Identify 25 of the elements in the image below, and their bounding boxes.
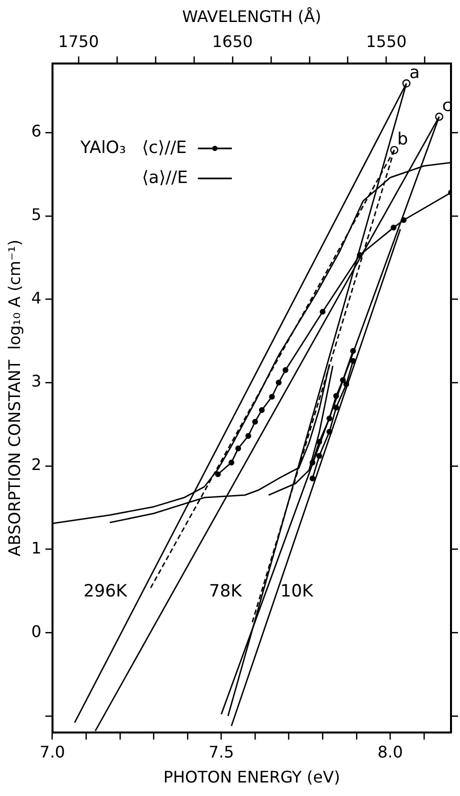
- x2-axis-title: WAVELENGTH (Å): [182, 6, 322, 26]
- legend-label: ⟨a⟩//E: [142, 168, 188, 188]
- annotation: a: [409, 62, 420, 83]
- y-axis-title: ABSORPTION CONSTANT log₁₀ A (cm⁻¹): [4, 240, 24, 556]
- x-axis-title: PHOTON ENERGY (eV): [163, 768, 340, 787]
- annotation: 10K: [280, 581, 314, 602]
- x-tick-label: 7.0: [40, 742, 66, 762]
- legend-title: YAlO₃: [79, 138, 126, 158]
- y-tick-label: 4: [31, 288, 42, 308]
- x-tick-label: 7.5: [208, 742, 234, 762]
- annotation: 296K: [83, 581, 128, 602]
- y-tick-label: 6: [31, 122, 42, 141]
- x-tick-label: 8.0: [377, 742, 403, 762]
- y-tick-label: 0: [31, 622, 42, 641]
- x2-tick-label: 1550: [366, 32, 407, 51]
- y-tick-label: 1: [31, 538, 42, 558]
- y-tick-label: 5: [31, 205, 42, 224]
- x2-tick-label: 1750: [58, 32, 99, 51]
- y-tick-label: 3: [31, 372, 42, 391]
- annotation: 78K: [209, 581, 243, 602]
- annotation: b: [397, 129, 408, 150]
- legend-label: ⟨c⟩//E: [142, 138, 187, 158]
- y-tick-label: 2: [31, 455, 42, 474]
- annotation: c: [442, 96, 452, 116]
- x2-tick-label: 1650: [212, 32, 253, 51]
